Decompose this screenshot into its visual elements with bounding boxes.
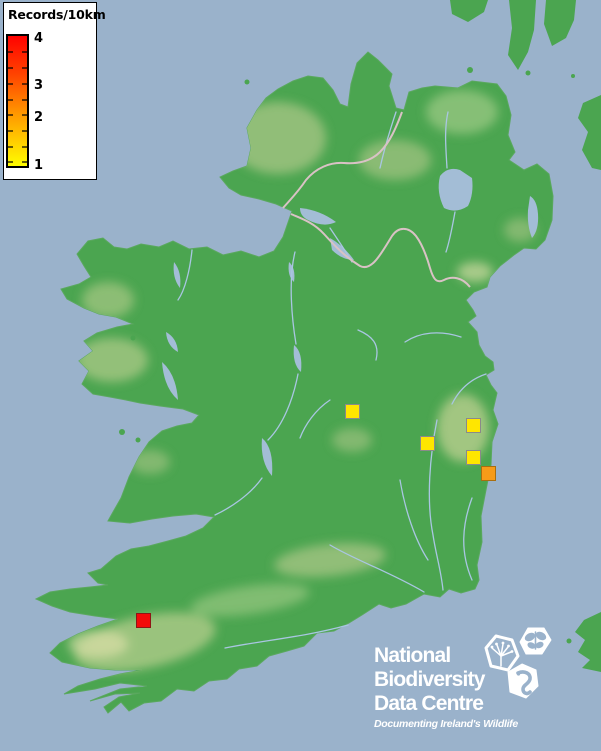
rivers [177, 111, 487, 649]
legend-label-3: 3 [34, 78, 44, 93]
neighbor-coast-fragments [119, 0, 601, 672]
lower-lough-erne [300, 208, 336, 225]
legend-label-max: 4 [34, 31, 44, 46]
record-grid-square[interactable] [420, 436, 435, 451]
lough-mask [166, 332, 178, 352]
ni-border-line [282, 111, 471, 288]
record-grid-square[interactable] [136, 613, 151, 628]
nbdc-logo: National Biodiversity Data Centre Docume… [374, 644, 518, 730]
relief-shading [68, 90, 536, 672]
seahorse-hexagon-icon [507, 663, 539, 699]
logo-line-biodiversity: Biodiversity [374, 668, 485, 691]
lough-neagh [438, 168, 473, 211]
nbdc-logo-hexagons [484, 627, 552, 699]
legend-label-min: 1 [34, 158, 44, 173]
legend-panel: Records/10km [3, 2, 106, 180]
logo-line-national: National [374, 644, 451, 667]
record-grid-square[interactable] [466, 450, 481, 465]
legend-tick-marks [8, 51, 27, 163]
lough-ree [293, 345, 302, 372]
sprig-hexagon-icon [484, 634, 520, 672]
logo-line-data-centre: Data Centre [374, 692, 484, 715]
butterfly-hexagon-icon [519, 627, 552, 655]
ireland-landmass [34, 51, 554, 714]
legend-gradient-bar [6, 34, 29, 168]
legend-label-2: 2 [34, 110, 44, 125]
lough-conn [173, 262, 181, 288]
record-grid-square[interactable] [345, 404, 360, 419]
logo-tagline: Documenting Ireland's Wildlife [374, 718, 518, 730]
legend-title: Records/10km [8, 7, 106, 22]
lakes [162, 168, 539, 476]
strangford-lough [527, 196, 539, 238]
record-grid-square[interactable] [481, 466, 496, 481]
lough-corrib [162, 362, 178, 400]
record-grid-square[interactable] [466, 418, 481, 433]
lough-derg [261, 438, 273, 476]
